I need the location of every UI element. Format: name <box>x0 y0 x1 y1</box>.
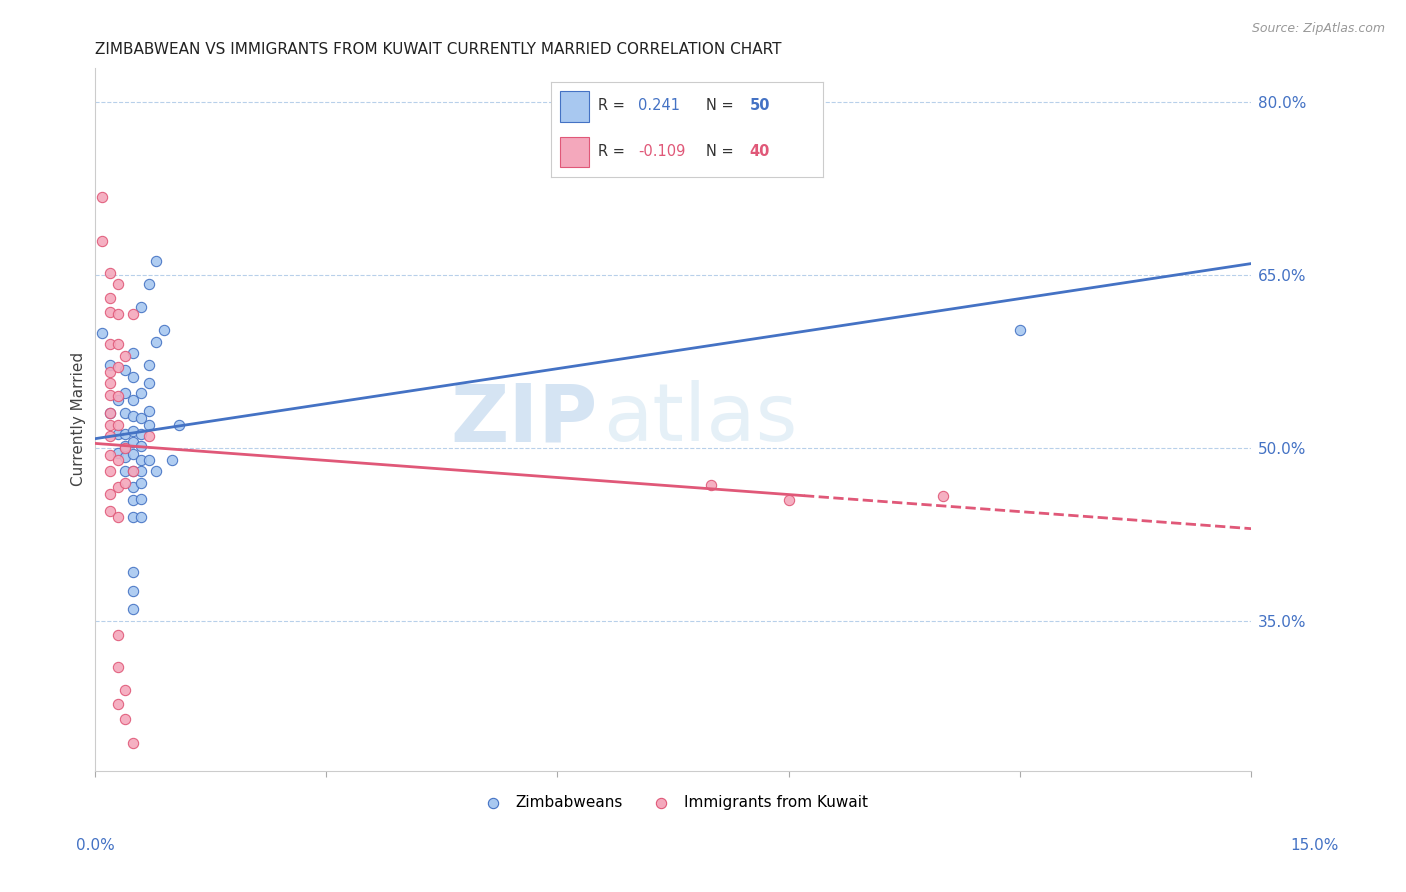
Point <box>114 427 136 442</box>
Point <box>107 697 129 711</box>
Point <box>107 337 129 351</box>
Point <box>107 417 129 432</box>
Point <box>129 510 152 524</box>
Point <box>122 736 145 750</box>
Point <box>122 510 145 524</box>
Point <box>107 628 129 642</box>
Point <box>145 464 167 478</box>
Point <box>98 291 121 305</box>
Point <box>129 491 152 506</box>
Point <box>114 362 136 376</box>
Point <box>122 435 145 450</box>
Point <box>107 307 129 321</box>
Point <box>107 510 129 524</box>
Text: ZIP: ZIP <box>450 380 598 458</box>
Point <box>107 445 129 459</box>
Point <box>114 464 136 478</box>
Point <box>98 487 121 501</box>
Point <box>91 234 114 248</box>
Point <box>98 337 121 351</box>
Point <box>160 452 183 467</box>
Text: 0.0%: 0.0% <box>76 838 115 853</box>
Legend: Zimbabweans, Immigrants from Kuwait: Zimbabweans, Immigrants from Kuwait <box>471 789 875 816</box>
Point <box>1008 323 1031 337</box>
Point <box>129 411 152 425</box>
Point <box>129 475 152 490</box>
Point <box>138 429 160 443</box>
Point <box>114 450 136 465</box>
Point <box>138 277 160 292</box>
Point <box>107 480 129 494</box>
Point <box>91 190 114 204</box>
Y-axis label: Currently Married: Currently Married <box>72 352 86 486</box>
Point <box>91 326 114 340</box>
Point <box>107 452 129 467</box>
Point <box>122 464 145 478</box>
Point <box>129 439 152 453</box>
Point <box>122 566 145 580</box>
Point <box>129 452 152 467</box>
Point <box>98 464 121 478</box>
Point <box>122 480 145 494</box>
Point <box>122 369 145 384</box>
Point <box>107 427 129 442</box>
Text: atlas: atlas <box>603 380 797 458</box>
Point <box>932 489 955 503</box>
Point <box>98 376 121 391</box>
Point <box>138 417 160 432</box>
Point <box>107 392 129 407</box>
Point <box>129 464 152 478</box>
Point <box>107 660 129 674</box>
Point <box>98 417 121 432</box>
Point <box>107 277 129 292</box>
Point <box>122 602 145 616</box>
Point <box>122 492 145 507</box>
Point <box>98 365 121 379</box>
Point <box>122 307 145 321</box>
Point <box>114 349 136 363</box>
Point <box>138 452 160 467</box>
Point <box>122 392 145 407</box>
Point <box>122 464 145 478</box>
Point <box>98 358 121 372</box>
Point <box>107 389 129 403</box>
Point <box>122 447 145 461</box>
Point <box>114 475 136 490</box>
Point <box>114 683 136 698</box>
Point <box>98 388 121 402</box>
Point <box>98 406 121 420</box>
Point <box>153 323 176 337</box>
Point <box>129 385 152 400</box>
Point <box>122 424 145 438</box>
Point <box>169 417 191 432</box>
Point <box>114 712 136 726</box>
Point <box>98 504 121 518</box>
Point <box>122 583 145 598</box>
Point <box>122 409 145 423</box>
Point <box>114 439 136 453</box>
Point <box>98 429 121 443</box>
Text: 15.0%: 15.0% <box>1291 838 1339 853</box>
Point <box>145 254 167 268</box>
Point <box>98 448 121 462</box>
Point <box>114 441 136 455</box>
Point <box>98 305 121 319</box>
Point <box>114 406 136 420</box>
Text: ZIMBABWEAN VS IMMIGRANTS FROM KUWAIT CURRENTLY MARRIED CORRELATION CHART: ZIMBABWEAN VS IMMIGRANTS FROM KUWAIT CUR… <box>94 42 782 57</box>
Point <box>98 266 121 280</box>
Point <box>138 376 160 391</box>
Point <box>145 334 167 349</box>
Point <box>107 360 129 375</box>
Point <box>778 492 800 507</box>
Point <box>700 478 723 492</box>
Point <box>98 406 121 420</box>
Point <box>122 346 145 360</box>
Text: Source: ZipAtlas.com: Source: ZipAtlas.com <box>1251 22 1385 36</box>
Point <box>129 301 152 315</box>
Point <box>138 404 160 418</box>
Point <box>129 427 152 442</box>
Point <box>114 385 136 400</box>
Point <box>138 358 160 372</box>
